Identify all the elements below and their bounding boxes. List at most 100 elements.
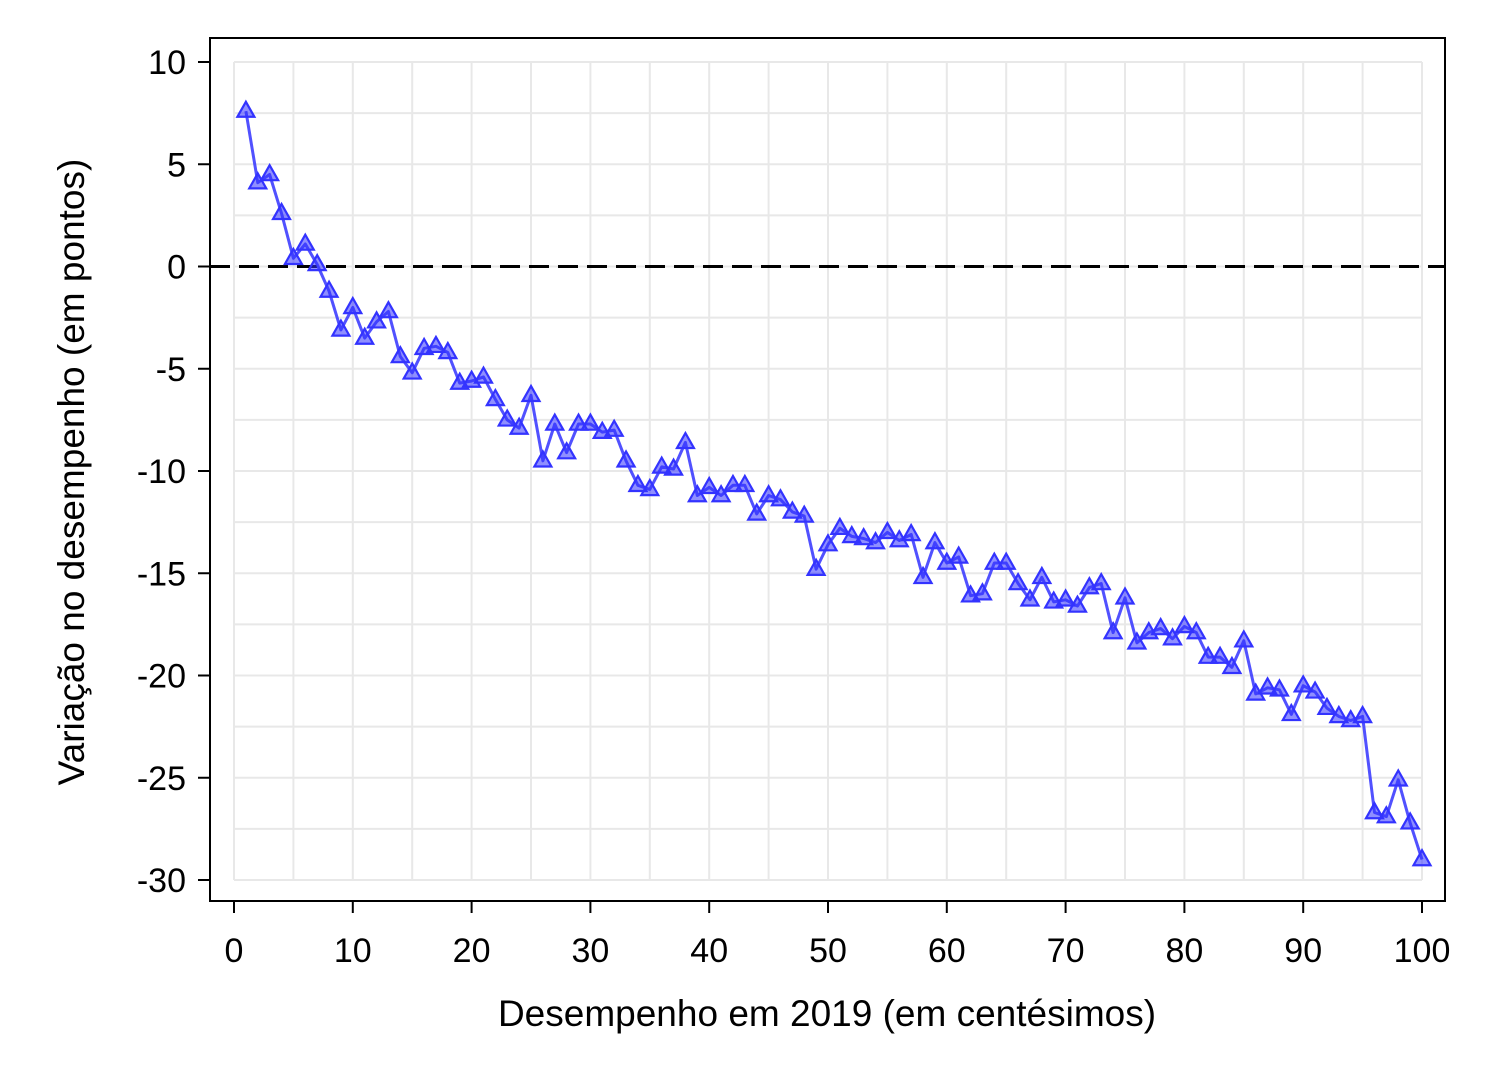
data-point (389, 344, 411, 364)
data-point (271, 201, 292, 221)
data-point (793, 504, 815, 523)
y-tick-label: 5 (167, 146, 186, 184)
data-point (401, 361, 423, 380)
x-tick-label: 20 (453, 932, 491, 970)
data-point (734, 473, 756, 493)
data-point (306, 252, 328, 272)
x-tick-label: 40 (690, 932, 728, 970)
data-point (900, 522, 922, 542)
data-point (1185, 621, 1207, 640)
data-point (805, 557, 827, 576)
data-point (615, 449, 637, 468)
x-axis-title: Desempenho em 2019 (em centésimos) (498, 993, 1156, 1034)
data-point (1174, 614, 1195, 634)
data-point (1387, 768, 1409, 787)
y-tick-label: -30 (137, 862, 186, 900)
data-point (1280, 702, 1302, 722)
data-point (758, 484, 779, 503)
x-tick-label: 90 (1284, 932, 1322, 970)
x-tick-label: 0 (225, 932, 244, 970)
data-point (1352, 704, 1373, 724)
data-point (366, 310, 387, 329)
data-point (378, 299, 399, 319)
data-point (1162, 627, 1183, 646)
data-point (1328, 704, 1350, 724)
data-point (1269, 678, 1290, 697)
data-point (544, 412, 566, 431)
data-point (1375, 805, 1397, 824)
data-point (1364, 800, 1385, 820)
data-point (924, 531, 946, 550)
data-point (520, 383, 542, 403)
data-point (853, 526, 875, 546)
data-point (675, 430, 696, 450)
x-tick-label: 30 (571, 932, 609, 970)
x-tick-label: 10 (334, 932, 372, 970)
data-point (698, 475, 720, 495)
y-tick-label: -10 (137, 453, 186, 491)
data-point (746, 502, 768, 521)
y-tick-label: 10 (148, 44, 186, 82)
data-point (710, 484, 732, 503)
data-point (1055, 588, 1076, 607)
data-point (1257, 676, 1278, 695)
data-point (532, 449, 554, 468)
data-point (1209, 645, 1231, 664)
data-point (235, 99, 257, 118)
data-point (473, 365, 494, 384)
gridlines (233, 61, 1423, 881)
x-tick-label: 80 (1165, 932, 1203, 970)
data-point (1102, 621, 1124, 640)
data-point (580, 412, 601, 431)
data-point (1126, 631, 1148, 650)
data-point (1150, 616, 1172, 636)
data-point (639, 477, 661, 497)
x-tick-label: 100 (1394, 932, 1451, 970)
x-tick-label: 60 (928, 932, 966, 970)
data-point (1233, 629, 1255, 648)
data-point (995, 551, 1017, 570)
data-point (354, 326, 376, 345)
y-axis-title: Variação no desempenho (em pontos) (51, 159, 92, 786)
data-point (603, 418, 625, 437)
data-point (841, 524, 863, 544)
data-point (508, 416, 530, 435)
data-point (948, 545, 970, 564)
data-point (972, 582, 993, 601)
data-point (770, 488, 791, 507)
data-point (781, 500, 803, 519)
x-tick-label: 50 (809, 932, 847, 970)
data-point (330, 318, 352, 337)
data-point (1399, 811, 1421, 830)
data-point (1304, 680, 1326, 699)
data-point (1090, 571, 1112, 591)
y-tick-label: -15 (137, 555, 186, 593)
data-point (1019, 588, 1041, 607)
data-point (865, 531, 886, 550)
data-point (663, 457, 684, 476)
data-point (556, 441, 578, 460)
y-tick-label: 0 (167, 249, 186, 287)
data-point (1411, 848, 1433, 867)
data-point (259, 162, 281, 182)
y-tick-label: -5 (156, 351, 186, 389)
y-tick-label: -25 (137, 760, 186, 798)
data-point (294, 232, 316, 251)
data-point (1114, 586, 1136, 605)
data-point (1221, 655, 1243, 675)
series-group (235, 99, 1433, 867)
data-point (425, 334, 447, 354)
data-point (437, 340, 459, 360)
data-point (877, 520, 898, 540)
data-point (484, 387, 506, 407)
data-point (283, 246, 304, 266)
data-point (1292, 674, 1314, 693)
data-point (1067, 594, 1088, 613)
data-point (912, 565, 934, 585)
data-point (496, 408, 518, 427)
y-tick-label: -20 (137, 658, 186, 696)
data-point (829, 516, 851, 536)
data-point (1031, 565, 1053, 585)
